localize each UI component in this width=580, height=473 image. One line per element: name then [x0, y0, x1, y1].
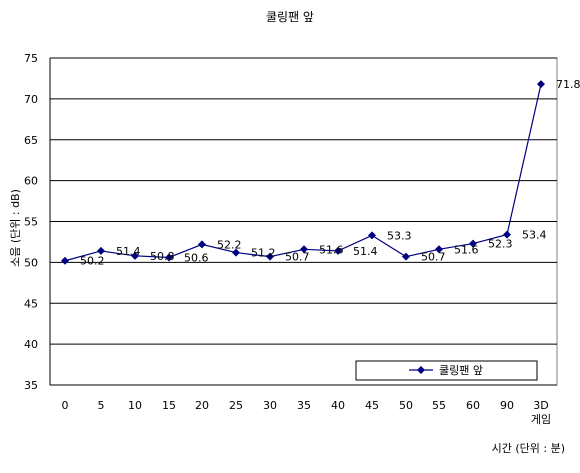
data-label: 50.8	[150, 250, 175, 263]
data-point-marker	[61, 256, 69, 265]
x-axis-title: 시간 (단위 : 분)	[492, 442, 565, 455]
y-tick-label: 60	[24, 175, 38, 188]
data-point-marker	[300, 245, 308, 254]
chart-title: 쿨링팬 앞	[266, 10, 314, 24]
x-axis-ticks: 0 5 10 15 20 25 30 35 40 45 50 55 60 90 3D 게임	[62, 399, 552, 426]
data-label: 51.6	[454, 243, 479, 256]
data-point-marker	[503, 230, 511, 239]
x-tick-label: 10	[128, 399, 142, 412]
x-tick-label: 5	[98, 399, 105, 412]
x-tick-label: 45	[365, 399, 379, 412]
data-label: 51.4	[353, 245, 378, 258]
x-tick-label: 55	[432, 399, 446, 412]
data-point-marker	[402, 252, 410, 261]
y-axis-title: 소음 (단위 : dB)	[9, 189, 22, 267]
x-tick-label: 25	[229, 399, 243, 412]
data-label: 53.4	[522, 229, 547, 242]
x-tick-label: 35	[297, 399, 311, 412]
data-point-marker	[469, 239, 477, 248]
data-label: 51.6	[319, 243, 344, 256]
legend-label: 쿨링팬 앞	[439, 364, 483, 377]
data-point-marker	[537, 80, 545, 89]
y-tick-label: 35	[24, 379, 38, 392]
x-tick-label: 40	[331, 399, 345, 412]
data-point-marker	[368, 231, 376, 240]
data-point-marker	[334, 246, 342, 255]
x-tick-label: 15	[162, 399, 176, 412]
x-tick-label: 50	[399, 399, 413, 412]
legend-box	[355, 360, 538, 381]
x-tick-label: 0	[62, 399, 69, 412]
data-point-marker	[97, 246, 105, 255]
data-label: 71.8	[556, 78, 580, 91]
data-label: 50.6	[184, 251, 209, 264]
gridlines	[49, 57, 558, 386]
y-tick-label: 75	[24, 52, 38, 65]
data-label: 50.2	[80, 255, 105, 268]
data-point-marker	[435, 245, 443, 254]
series-line-group	[61, 80, 545, 265]
y-tick-label: 50	[24, 256, 38, 269]
y-tick-label: 70	[24, 93, 38, 106]
data-label: 52.2	[217, 238, 242, 251]
data-labels: 50.2 51.4 50.8 50.6 52.2 51.2 50.7 51.6 51.4 53.3…	[80, 78, 580, 268]
data-label: 51.2	[251, 247, 276, 260]
data-label: 50.7	[285, 251, 310, 264]
y-tick-label: 45	[24, 297, 38, 310]
legend: 쿨링팬 앞	[355, 360, 538, 381]
data-label: 53.3	[387, 229, 412, 242]
legend-marker	[417, 366, 425, 374]
data-point-marker	[266, 252, 274, 261]
x-tick-label: 3D 게임	[531, 399, 551, 426]
y-tick-label: 40	[24, 338, 38, 351]
y-axis-ticks: 35 40 45 50 55 60 65 70 75	[24, 52, 38, 392]
x-tick-label: 20	[195, 399, 209, 412]
data-label: 50.7	[421, 251, 446, 264]
data-point-marker	[131, 251, 139, 260]
data-label: 52.3	[488, 238, 513, 251]
x-tick-label: 30	[263, 399, 277, 412]
data-point-marker	[165, 253, 173, 262]
y-tick-label: 55	[24, 216, 38, 229]
data-point-marker	[198, 240, 206, 249]
data-point-marker	[232, 248, 240, 257]
x-tick-label: 90	[500, 399, 514, 412]
x-tick-label: 60	[466, 399, 480, 412]
y-tick-label: 65	[24, 134, 38, 147]
data-label: 51.4	[116, 245, 141, 258]
